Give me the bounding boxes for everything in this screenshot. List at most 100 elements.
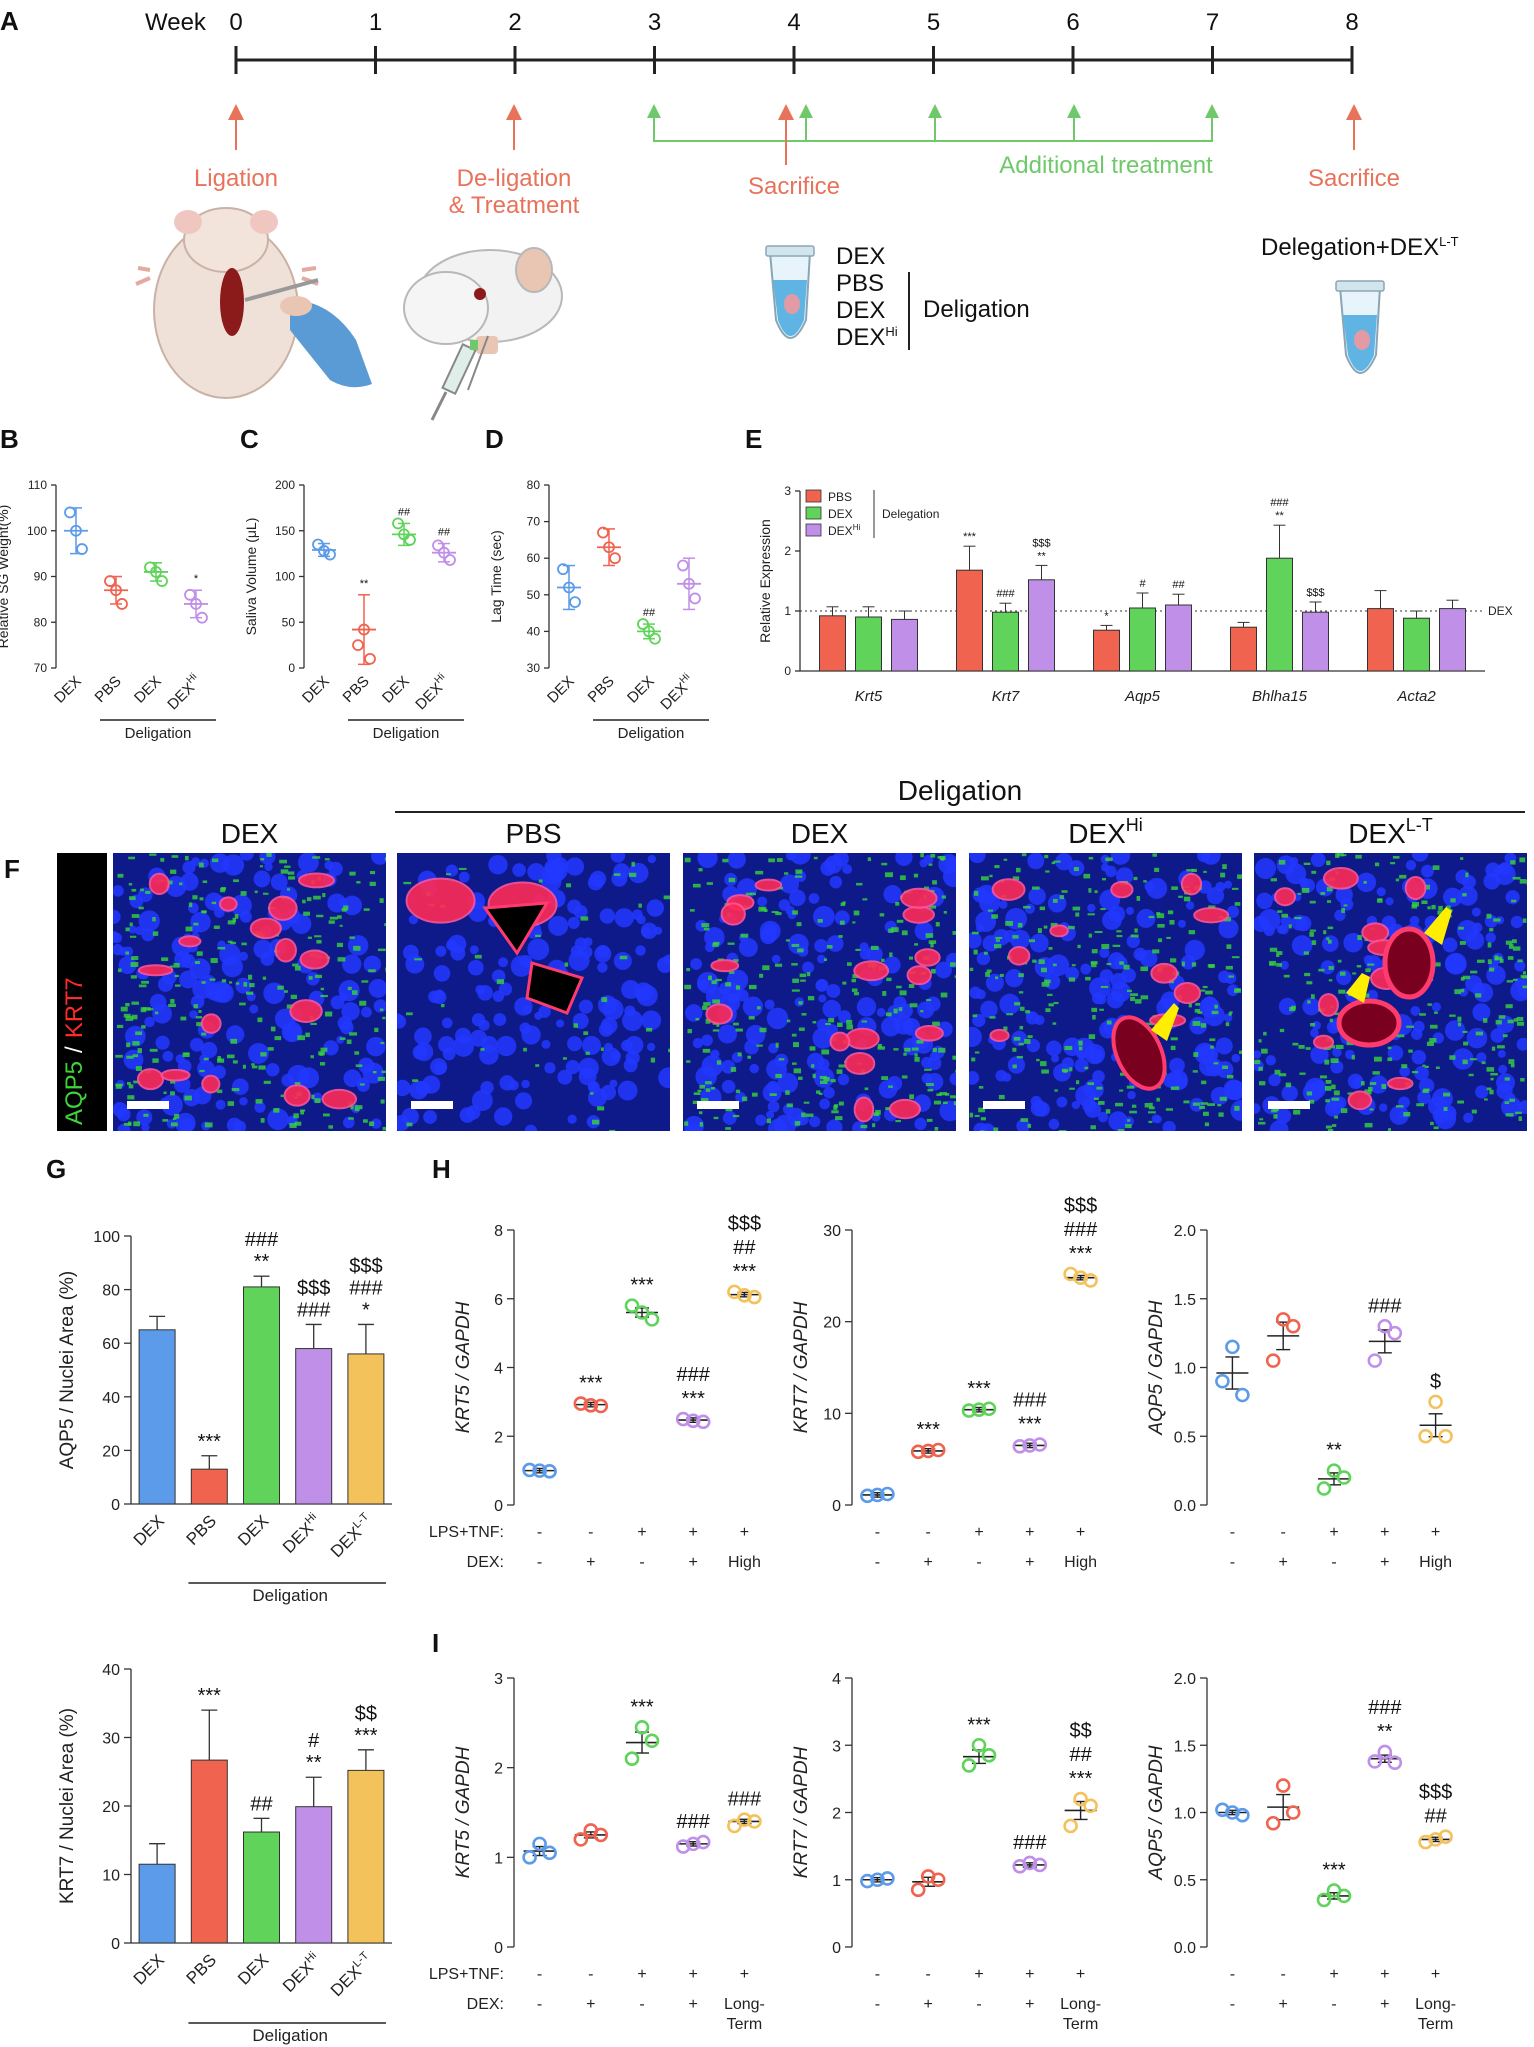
aqp5-signal bbox=[1364, 1089, 1372, 1095]
aqp5-signal bbox=[930, 853, 936, 858]
aqp5-signal bbox=[259, 865, 264, 868]
nucleus bbox=[1366, 989, 1378, 1001]
bar bbox=[243, 1831, 280, 1944]
aqp5-signal bbox=[1369, 1108, 1374, 1111]
aqp5-signal bbox=[382, 1016, 386, 1020]
aqp5-signal bbox=[916, 1040, 924, 1044]
nucleus bbox=[1108, 905, 1126, 923]
nucleus bbox=[565, 857, 585, 876]
nucleus bbox=[757, 896, 768, 907]
nucleus bbox=[567, 916, 580, 929]
aqp5-signal bbox=[1328, 966, 1334, 970]
nucleus bbox=[298, 853, 319, 873]
nucleus bbox=[865, 945, 883, 963]
category-label: DEXHi bbox=[278, 1511, 324, 1557]
aqp5-signal bbox=[1504, 1077, 1510, 1081]
aqp5-signal bbox=[1090, 1125, 1096, 1130]
aqp5-signal bbox=[174, 974, 180, 978]
nucleus bbox=[222, 854, 245, 876]
aqp5-signal bbox=[1424, 884, 1431, 890]
data-point bbox=[870, 1872, 885, 1888]
data-point bbox=[358, 623, 370, 636]
nucleus bbox=[1024, 903, 1035, 914]
nucleus bbox=[1456, 920, 1479, 942]
aqp5-signal bbox=[909, 1003, 918, 1008]
nucleus bbox=[1452, 1048, 1474, 1070]
aqp5-signal bbox=[320, 994, 328, 998]
aqp5-signal bbox=[289, 1123, 297, 1129]
aqp5-signal bbox=[1032, 959, 1037, 963]
significance-mark: * bbox=[1104, 610, 1109, 622]
aqp5-signal bbox=[1200, 989, 1206, 992]
aqp5-signal bbox=[955, 1069, 956, 1073]
aqp5-signal bbox=[284, 990, 288, 993]
y-tick-label: 200 bbox=[275, 478, 295, 492]
aqp5-signal bbox=[319, 1052, 324, 1056]
y-tick-label: 40 bbox=[527, 624, 541, 638]
y-tick-label: 20 bbox=[102, 1799, 120, 1816]
aqp5-signal bbox=[1377, 898, 1383, 903]
nucleus bbox=[470, 1029, 488, 1047]
aqp5-signal bbox=[1278, 859, 1286, 865]
aqp5-signal bbox=[328, 920, 335, 924]
aqp5-signal bbox=[819, 1075, 827, 1080]
nucleus bbox=[493, 1013, 507, 1027]
significance-mark: ** bbox=[306, 1752, 322, 1774]
aqp5-signal bbox=[125, 1016, 134, 1021]
aqp5-signal bbox=[1154, 867, 1160, 872]
panel-d-label: D bbox=[485, 424, 504, 454]
aqp5-signal bbox=[1204, 1122, 1210, 1127]
aqp5-signal bbox=[950, 962, 956, 967]
nucleus bbox=[368, 978, 386, 998]
aqp5-signal bbox=[943, 910, 947, 914]
aqp5-signal bbox=[706, 882, 713, 885]
deligation-label-1: De-ligation bbox=[457, 165, 572, 192]
aqp5-signal bbox=[294, 1082, 301, 1086]
data-point bbox=[675, 1839, 691, 1854]
panel-h-chart: KRT7 / GAPDH0102030--***-+***+-###***++$… bbox=[791, 1195, 1098, 1571]
nucleus bbox=[1493, 863, 1516, 886]
aqp5-signal bbox=[1052, 898, 1058, 903]
treatment-dex: + bbox=[586, 1996, 595, 2013]
aqp5-signal bbox=[888, 1085, 893, 1088]
category-label: DEXL-T bbox=[326, 1510, 377, 1561]
aqp5-signal bbox=[884, 872, 893, 878]
aqp5-signal bbox=[1395, 1105, 1404, 1108]
sacrifice-arrow-1 bbox=[778, 104, 794, 165]
aqp5-signal bbox=[127, 1095, 135, 1100]
aqp5-signal bbox=[1038, 959, 1045, 965]
aqp5-signal bbox=[1435, 1066, 1440, 1070]
scale-bar bbox=[127, 1101, 169, 1109]
aqp5-signal bbox=[359, 1000, 367, 1006]
aqp5-signal bbox=[725, 982, 732, 987]
significance-mark: ### bbox=[996, 588, 1015, 600]
aqp5-signal bbox=[932, 1047, 937, 1053]
aqp5-signal bbox=[1522, 976, 1527, 979]
nucleus bbox=[1335, 886, 1353, 904]
krt7-duct bbox=[914, 1025, 944, 1042]
nucleus bbox=[182, 860, 196, 874]
nucleus bbox=[1028, 887, 1046, 905]
aqp5-signal bbox=[1019, 1025, 1024, 1030]
y-tick-label: 80 bbox=[34, 615, 48, 629]
treatment-lps: + bbox=[689, 1524, 698, 1541]
aqp5-signal bbox=[1259, 1118, 1264, 1121]
nucleus bbox=[1514, 960, 1526, 972]
aqp5-signal bbox=[231, 1087, 240, 1092]
additional-treatment-bracket bbox=[647, 104, 1219, 142]
panel-f: Deligation F AQP5/KRT7 DEX PBS DEX DEXHi DEX… bbox=[4, 775, 1527, 1131]
aqp5-signal bbox=[1191, 962, 1197, 967]
nucleus bbox=[617, 1080, 638, 1101]
aqp5-signal bbox=[702, 1005, 708, 1011]
aqp5-signal bbox=[873, 1112, 880, 1117]
aqp5-signal bbox=[619, 955, 628, 960]
cat-main: PBS bbox=[92, 673, 125, 706]
aqp5-signal bbox=[1484, 1098, 1488, 1101]
aqp5-signal bbox=[974, 1114, 980, 1118]
data-point bbox=[971, 1737, 987, 1753]
data-point bbox=[116, 598, 128, 610]
aqp5-signal bbox=[971, 931, 979, 935]
krt7-duct bbox=[754, 878, 783, 892]
aqp5-signal bbox=[998, 1094, 1005, 1100]
data-point bbox=[1022, 1438, 1038, 1453]
